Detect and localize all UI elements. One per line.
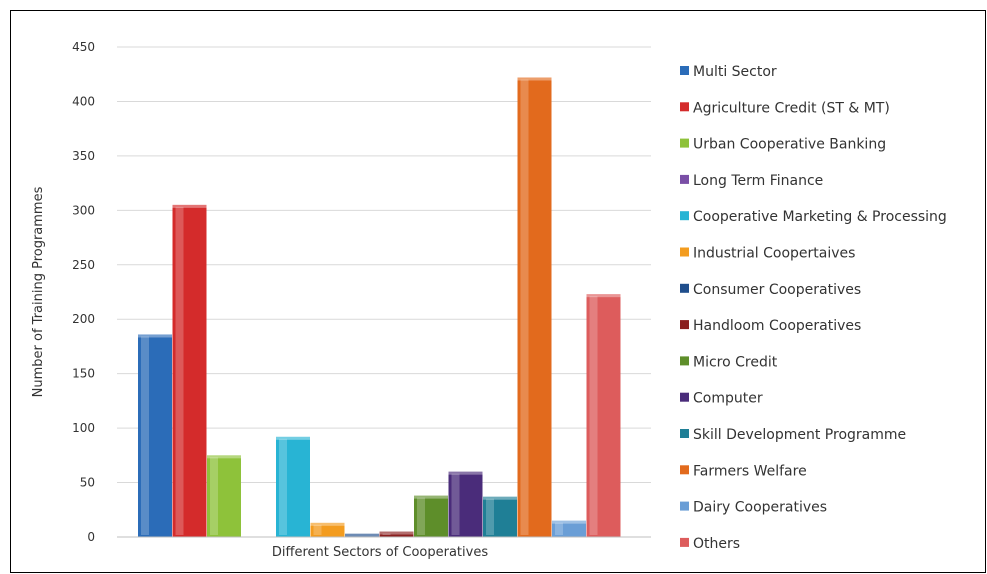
legend-swatch <box>680 174 689 184</box>
bar-body <box>138 334 172 537</box>
bar-3 <box>207 455 241 537</box>
legend-label: Urban Cooperative Banking <box>693 137 886 153</box>
bar-highlight <box>555 522 563 535</box>
bar-highlight <box>451 473 460 535</box>
y-tick-label: 100 <box>72 421 95 435</box>
legend-swatch <box>680 247 689 257</box>
bar-12 <box>517 77 552 537</box>
bar-cap <box>172 204 207 208</box>
legend-label: Long Term Finance <box>693 173 823 189</box>
bar-7 <box>345 533 379 537</box>
bar-body <box>448 471 483 537</box>
bar-cap <box>552 520 586 524</box>
x-axis-label: Different Sectors of Cooperatives <box>272 545 488 560</box>
legend-label: Skill Development Programme <box>693 427 906 443</box>
y-tick-label: 50 <box>80 476 95 490</box>
bar-cap <box>138 334 172 338</box>
legend-swatch <box>680 66 689 75</box>
y-tick-label: 200 <box>72 312 95 326</box>
y-tick-label: 450 <box>72 40 95 54</box>
y-tick-label: 0 <box>87 530 95 544</box>
y-axis-label: Number of Training Programmes <box>31 186 46 397</box>
chart-frame: 0 50 100 150 200 250 300 350 400 450 Different Se… <box>10 10 986 573</box>
legend-label: Industrial Coopertaives <box>693 246 855 262</box>
legend-label: Handloom Cooperatives <box>693 318 861 334</box>
legend-swatch <box>680 138 689 148</box>
legend-swatch <box>680 465 689 475</box>
legend-swatch <box>680 429 689 438</box>
legend-swatch <box>680 392 689 402</box>
bar-body <box>414 495 448 537</box>
legend-swatch <box>680 283 689 293</box>
legend-swatch <box>680 356 689 366</box>
bar-cap <box>310 522 345 526</box>
bar-body <box>207 455 241 537</box>
bar-cap <box>448 471 483 475</box>
bar-highlight <box>520 79 529 535</box>
legend-swatch <box>680 501 689 511</box>
bar-cap <box>483 496 517 500</box>
bar-body <box>586 294 621 537</box>
legend-swatch <box>680 211 689 221</box>
bar-body <box>483 496 517 537</box>
bar-body <box>276 436 310 537</box>
bar-body <box>345 533 379 537</box>
legend-swatch <box>680 102 689 112</box>
y-tick-label: 250 <box>72 258 95 272</box>
bar-highlight <box>417 497 425 535</box>
y-axis-ticks: 0 50 100 150 200 250 300 350 400 450 <box>72 40 95 544</box>
bar-6 <box>310 522 345 537</box>
bar-chart: 0 50 100 150 200 250 300 350 400 450 Different Se… <box>31 40 947 560</box>
bar-highlight <box>279 438 287 535</box>
bar-highlight <box>382 533 391 535</box>
legend-swatch <box>680 537 689 547</box>
bar-14 <box>586 294 621 537</box>
legend-label: Computer <box>693 391 763 407</box>
bar-highlight <box>589 296 598 535</box>
bar-cap <box>586 294 621 298</box>
bar-body <box>379 531 414 537</box>
bar-8 <box>379 531 414 537</box>
legend-label: Dairy Cooperatives <box>693 500 827 516</box>
legend-label: Cooperative Marketing & Processing <box>693 209 947 225</box>
legend-label: Others <box>693 536 740 552</box>
bar-body <box>552 520 586 537</box>
legend-label: Multi Sector <box>693 64 777 80</box>
legend: Multi Sector Agriculture Credit (ST & MT)… <box>680 64 947 552</box>
legend-label: Agriculture Credit (ST & MT) <box>693 100 890 116</box>
legend-label: Consumer Cooperatives <box>693 282 861 298</box>
bar-highlight <box>313 524 322 535</box>
legend-label: Micro Credit <box>693 354 778 370</box>
legend-label: Farmers Welfare <box>693 463 807 479</box>
bar-cap <box>414 495 448 499</box>
bar-1 <box>138 334 172 537</box>
bar-body <box>172 204 207 537</box>
bar-cap <box>207 455 241 459</box>
bar-body <box>517 77 552 537</box>
bar-9 <box>414 495 448 537</box>
bar-highlight <box>141 336 149 535</box>
bar-2 <box>172 204 207 537</box>
bar-highlight <box>175 206 184 535</box>
bar-5 <box>276 436 310 537</box>
y-tick-label: 300 <box>72 203 95 217</box>
bar-13 <box>552 520 586 537</box>
bar-11 <box>483 496 517 537</box>
legend-swatch <box>680 320 689 330</box>
bar-cap <box>276 436 310 440</box>
bar-cap <box>379 531 414 535</box>
bar-cap <box>517 77 552 81</box>
bars <box>138 77 621 537</box>
bar-10 <box>448 471 483 537</box>
bar-highlight <box>486 498 494 535</box>
y-tick-label: 350 <box>72 149 95 163</box>
y-tick-label: 400 <box>72 94 95 108</box>
bar-body <box>310 522 345 537</box>
y-tick-label: 150 <box>72 367 95 381</box>
bar-highlight <box>210 457 218 535</box>
bar-cap <box>345 533 379 537</box>
